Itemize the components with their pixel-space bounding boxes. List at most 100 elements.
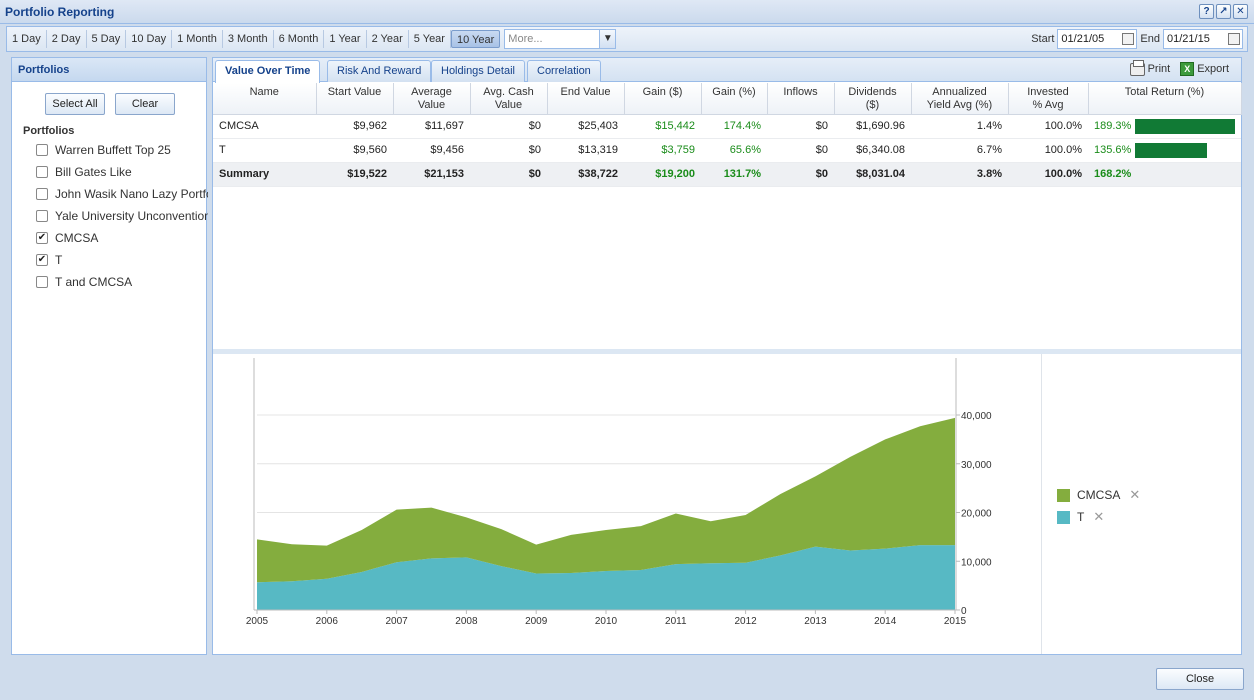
range-button-5-day[interactable]: 5 Day bbox=[87, 30, 127, 48]
more-range-dropdown[interactable]: More... ▼ bbox=[504, 29, 617, 49]
y-tick-label: 20,000 bbox=[961, 509, 992, 520]
table-row[interactable]: CMCSA $9,962 $11,697 $0 $25,403 $15,442 174.4%… bbox=[213, 114, 1241, 139]
legend-swatch bbox=[1057, 488, 1070, 502]
x-tick-label: 2006 bbox=[316, 616, 339, 627]
column-header-label: Annualized bbox=[932, 86, 987, 98]
range-button-1-day[interactable]: 1 Day bbox=[7, 30, 47, 48]
tab-correlation[interactable]: Correlation bbox=[527, 60, 601, 82]
checkbox-icon[interactable] bbox=[36, 188, 48, 200]
end-date-field[interactable]: 01/21/15 bbox=[1163, 29, 1243, 49]
remove-series-icon[interactable]: ✕ bbox=[1129, 487, 1141, 502]
column-header[interactable]: Start Value bbox=[316, 83, 394, 115]
column-header[interactable]: Inflows bbox=[767, 83, 835, 115]
column-header[interactable]: Invested% Avg bbox=[1008, 83, 1089, 115]
checkbox-icon[interactable] bbox=[36, 210, 48, 222]
help-icon[interactable]: ? bbox=[1199, 4, 1214, 19]
portfolio-item[interactable]: ✔ CMCSA bbox=[36, 227, 208, 249]
checkbox-checked-icon[interactable]: ✔ bbox=[36, 254, 48, 266]
area-series-t bbox=[257, 545, 955, 610]
tab-holdings-detail[interactable]: Holdings Detail bbox=[431, 60, 525, 82]
portfolio-item[interactable]: ✔ T bbox=[36, 249, 208, 271]
cell-invested: 100.0% bbox=[1008, 161, 1088, 187]
total-return-value: 168.2% bbox=[1094, 168, 1132, 180]
portfolios-panel: Portfolios Select All Clear Portfolios W… bbox=[11, 57, 208, 655]
portfolio-item[interactable]: Yale University Unconventional bbox=[36, 205, 208, 227]
portfolio-item[interactable]: T and CMCSA bbox=[36, 271, 208, 293]
close-button[interactable]: Close bbox=[1156, 668, 1244, 690]
end-label: End bbox=[1140, 33, 1160, 45]
calendar-icon[interactable] bbox=[1122, 33, 1135, 45]
portfolio-item-label: John Wasik Nano Lazy Portfolio bbox=[55, 187, 208, 201]
column-header[interactable]: Name bbox=[213, 83, 317, 115]
column-header[interactable]: Total Return (%) bbox=[1088, 83, 1242, 115]
export-button[interactable]: X Export bbox=[1180, 62, 1229, 76]
range-button-6-month[interactable]: 6 Month bbox=[274, 30, 325, 48]
tab-risk-and-reward[interactable]: Risk And Reward bbox=[327, 60, 432, 82]
cell-invested: 100.0% bbox=[1008, 138, 1088, 163]
range-button-5-year[interactable]: 5 Year bbox=[409, 30, 451, 48]
start-date-value: 01/21/05 bbox=[1061, 33, 1105, 45]
checkbox-icon[interactable] bbox=[36, 276, 48, 288]
y-tick-label: 40,000 bbox=[961, 411, 992, 422]
portfolio-item[interactable]: Bill Gates Like bbox=[36, 161, 208, 183]
cell-inflows: $0 bbox=[767, 161, 834, 187]
portfolio-actions: Select All Clear bbox=[45, 93, 175, 115]
range-button-2-day[interactable]: 2 Day bbox=[47, 30, 87, 48]
range-button-1-month[interactable]: 1 Month bbox=[172, 30, 223, 48]
main-panel: Value Over Time Risk And Reward Holdings… bbox=[212, 57, 1242, 655]
legend-item-t[interactable]: T ✕ bbox=[1057, 509, 1104, 525]
column-header[interactable]: Dividends ($) bbox=[834, 83, 912, 115]
cell-start: $19,522 bbox=[316, 161, 393, 187]
range-button-10-year[interactable]: 10 Year bbox=[450, 30, 501, 48]
legend-label: T bbox=[1077, 510, 1085, 524]
summary-row[interactable]: Summary $19,522 $21,153 $0 $38,722 $19,200 131… bbox=[213, 161, 1241, 187]
range-button-10-day[interactable]: 10 Day bbox=[126, 30, 173, 48]
checkbox-icon[interactable] bbox=[36, 144, 48, 156]
cell-start: $9,560 bbox=[316, 138, 393, 163]
table-row[interactable]: T $9,560 $9,456 $0 $13,319 $3,759 65.6% $0 $6,34… bbox=[213, 138, 1241, 163]
cell-gain-pct: 65.6% bbox=[701, 138, 767, 163]
column-header[interactable]: Annualized Yield Avg (%) bbox=[911, 83, 1009, 115]
column-header-label: End Value bbox=[560, 86, 611, 98]
popout-icon[interactable]: ↗ bbox=[1216, 4, 1231, 19]
calendar-icon[interactable] bbox=[1228, 33, 1240, 45]
cell-yield: 6.7% bbox=[911, 138, 1008, 163]
export-label: Export bbox=[1197, 63, 1229, 75]
excel-icon: X bbox=[1180, 62, 1195, 76]
select-all-button[interactable]: Select All bbox=[45, 93, 105, 115]
window-titlebar: Portfolio Reporting ? ↗ ✕ bbox=[0, 0, 1254, 24]
print-button[interactable]: Print bbox=[1129, 59, 1170, 76]
range-button-1-year[interactable]: 1 Year bbox=[324, 30, 367, 48]
column-header-sublabel: Yield Avg (%) bbox=[926, 99, 993, 111]
cell-gain: $3,759 bbox=[624, 138, 701, 163]
checkbox-checked-icon[interactable]: ✔ bbox=[36, 232, 48, 244]
range-button-3-month[interactable]: 3 Month bbox=[223, 30, 274, 48]
total-return-value: 189.3% bbox=[1094, 120, 1132, 132]
column-header-sublabel: % Avg bbox=[1032, 99, 1064, 111]
close-icon[interactable]: ✕ bbox=[1233, 4, 1248, 19]
clear-button[interactable]: Clear bbox=[115, 93, 175, 115]
window-controls: ? ↗ ✕ bbox=[1199, 4, 1248, 19]
portfolio-item[interactable]: Warren Buffett Top 25 bbox=[36, 139, 208, 161]
column-header[interactable]: Average Value bbox=[393, 83, 471, 115]
portfolio-item-label: T bbox=[55, 253, 63, 267]
end-date-value: 01/21/15 bbox=[1167, 33, 1210, 45]
portfolio-list: Warren Buffett Top 25 Bill Gates Like John… bbox=[36, 139, 208, 293]
column-header[interactable]: End Value bbox=[547, 83, 625, 115]
remove-series-icon[interactable]: ✕ bbox=[1093, 509, 1105, 524]
range-button-2-year[interactable]: 2 Year bbox=[367, 30, 409, 48]
column-header[interactable]: Gain (%) bbox=[701, 83, 768, 115]
column-header-label: Inflows bbox=[783, 86, 818, 98]
checkbox-icon[interactable] bbox=[36, 166, 48, 178]
tab-value-over-time[interactable]: Value Over Time bbox=[215, 60, 321, 83]
panel-splitter[interactable] bbox=[213, 349, 1241, 354]
portfolio-item[interactable]: John Wasik Nano Lazy Portfolio bbox=[36, 183, 208, 205]
total-return-value: 135.6% bbox=[1094, 144, 1132, 156]
legend-item-cmcsa[interactable]: CMCSA ✕ bbox=[1057, 487, 1140, 503]
column-header[interactable]: Gain ($) bbox=[624, 83, 702, 115]
column-header[interactable]: Avg. Cash Value bbox=[470, 83, 548, 115]
chevron-down-icon[interactable]: ▼ bbox=[599, 30, 616, 48]
start-date-field[interactable]: 01/21/05 bbox=[1057, 29, 1138, 49]
cell-total-return: 168.2% bbox=[1088, 161, 1241, 187]
cell-dividends: $1,690.96 bbox=[834, 114, 911, 139]
